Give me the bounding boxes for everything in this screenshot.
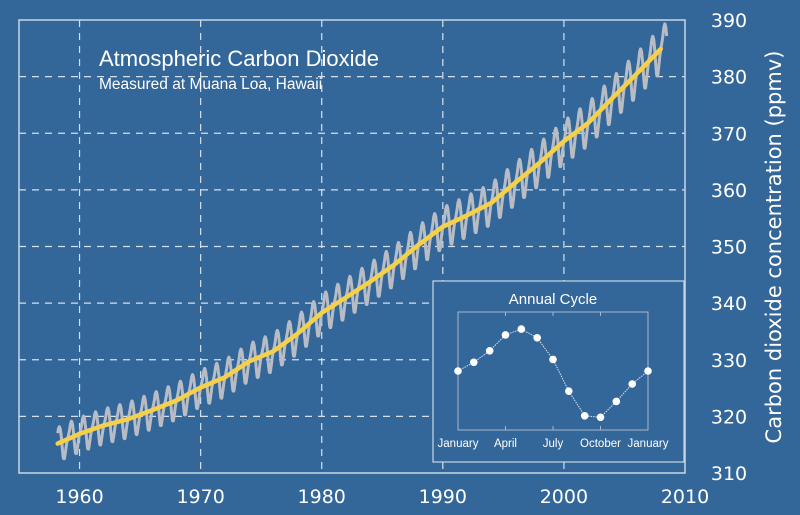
chart-title: Atmospheric Carbon Dioxide	[99, 46, 379, 71]
y-tick-label: 310	[711, 463, 747, 485]
y-tick-label: 360	[711, 180, 747, 202]
inset-point	[628, 380, 636, 388]
y-axis-label: Carbon dioxide concentration (ppmv)	[762, 51, 786, 444]
inset-point	[485, 347, 494, 355]
y-tick-label: 380	[711, 67, 747, 89]
y-tick-label: 350	[711, 237, 747, 259]
inset-point	[501, 331, 510, 339]
y-tick-label: 340	[711, 293, 747, 315]
y-tick-label: 390	[711, 10, 747, 32]
x-tick-label: 2010	[661, 486, 709, 508]
inset-point	[596, 413, 605, 422]
monthly-co2-line	[56, 22, 669, 461]
x-axis: 1960 1970 1980 1990 2000 2010	[55, 486, 709, 508]
inset-point	[533, 334, 541, 342]
series	[55, 22, 669, 461]
inset-x-tick-label: July	[543, 438, 564, 450]
trend-co2-line	[55, 46, 664, 446]
plot-frame	[18, 19, 686, 474]
inset-title: Annual Cycle	[509, 291, 597, 308]
y-tick-label: 320	[711, 406, 747, 428]
inset-x-tick-label: April	[494, 438, 517, 450]
y-tick-label: 370	[711, 123, 747, 145]
x-tick-label: 1980	[298, 486, 346, 508]
x-tick-label: 1970	[176, 486, 224, 508]
y-tick-label: 330	[711, 350, 747, 372]
inset-point	[549, 355, 557, 364]
inset-point	[517, 325, 526, 333]
inset-point	[454, 367, 462, 375]
inset-point	[644, 367, 652, 375]
inset-x-tick-label: January	[628, 438, 669, 450]
inset-frame	[432, 280, 685, 463]
inset-point	[565, 387, 573, 396]
x-tick-label: 1960	[55, 486, 103, 508]
inset-series	[454, 325, 652, 422]
inset-point	[612, 397, 621, 406]
inset-point	[580, 412, 589, 420]
inset-x-axis: January April July October January	[438, 312, 669, 450]
annual-cycle-inset: Annual Cycle January April July October Janu…	[432, 280, 685, 463]
inset-x-tick-label: October	[580, 438, 621, 450]
y-axis: 310 320 330 340 350 360 370 380 390	[711, 10, 747, 485]
chart-subtitle: Measured at Muana Loa, Hawaii	[99, 76, 322, 93]
x-tick-label: 2000	[540, 486, 588, 508]
x-tick-label: 1990	[419, 486, 467, 508]
inset-point	[470, 358, 478, 367]
inset-x-tick-label: January	[438, 438, 479, 450]
